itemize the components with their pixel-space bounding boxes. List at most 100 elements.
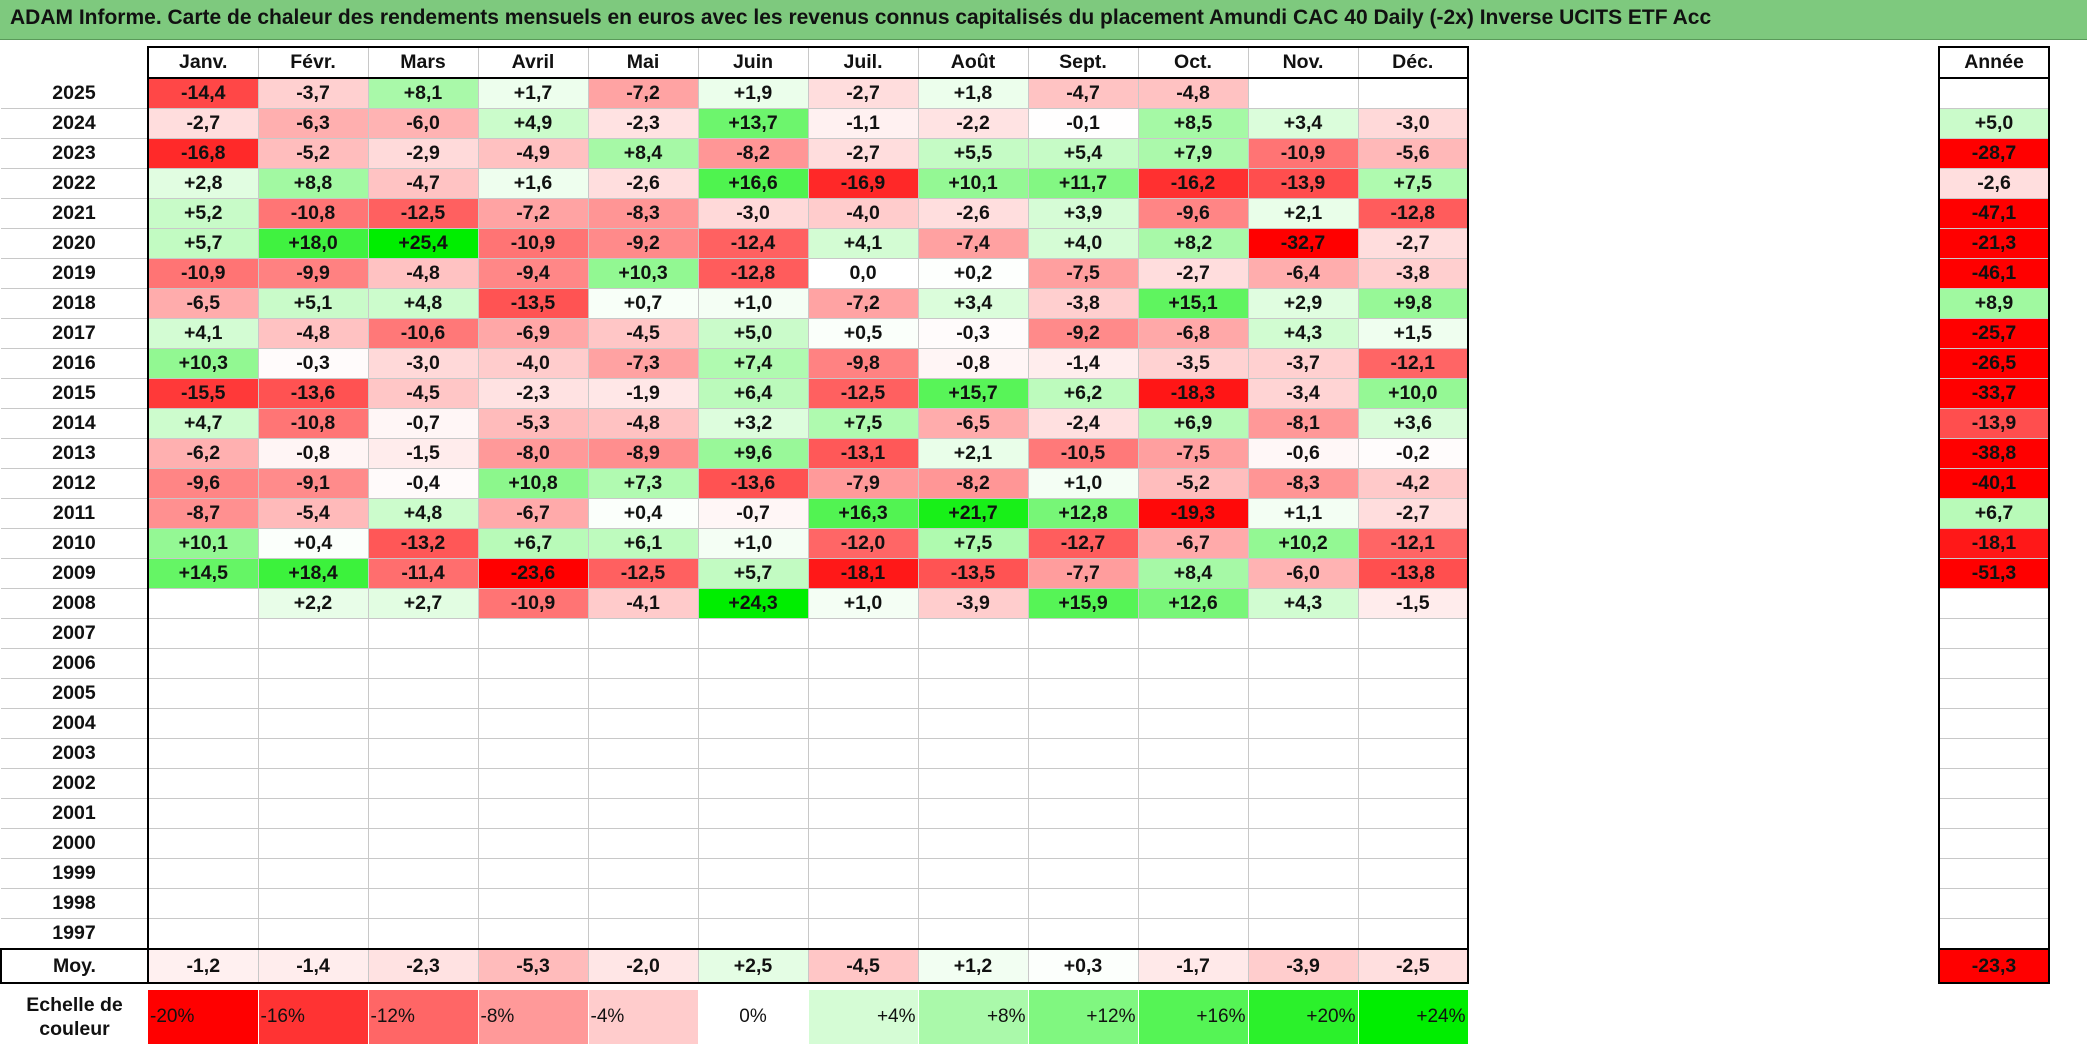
month-header: Janv. xyxy=(147,46,259,79)
year-label: 2021 xyxy=(1,198,149,229)
heatmap-cell: +1,6 xyxy=(478,168,589,199)
heatmap-cell xyxy=(698,828,809,859)
heatmap-cell xyxy=(1138,618,1249,649)
year-label: 2000 xyxy=(1,828,149,859)
heatmap-cell: -6,5 xyxy=(148,288,259,319)
heatmap-cell xyxy=(918,708,1029,739)
heatmap-cell: -6,0 xyxy=(1248,558,1359,589)
heatmap-cell: -1,5 xyxy=(368,438,479,469)
year-row: 2023 -16,8 -5,2 -2,9 -4,9 +8,4 -8,2 -2,7 +5,5 +5,… xyxy=(1,138,1469,169)
color-scale-label: Echelle de couleur xyxy=(26,994,123,1040)
heatmap-cell xyxy=(1248,678,1359,709)
year-row: 1997 xyxy=(1,918,1469,950)
average-cell: -4,5 xyxy=(808,948,919,984)
year-label: 2011 xyxy=(1,498,149,529)
year-label: 2023 xyxy=(1,138,149,169)
heatmap-cell: -12,7 xyxy=(1028,528,1139,559)
heatmap-cell xyxy=(1358,918,1469,950)
heatmap-cell: +7,9 xyxy=(1138,138,1249,169)
heatmap-cell: +6,4 xyxy=(698,378,809,409)
annual-cell xyxy=(1938,768,2050,799)
heatmap-cell: -7,2 xyxy=(588,78,699,109)
heatmap-cell: +15,1 xyxy=(1138,288,1249,319)
heatmap-cell: -18,1 xyxy=(808,558,919,589)
heatmap-cell: +2,1 xyxy=(1248,198,1359,229)
heatmap-cell: +2,1 xyxy=(918,438,1029,469)
heatmap-cell: -4,9 xyxy=(478,138,589,169)
heatmap-cell: +8,4 xyxy=(1138,558,1249,589)
heatmap-cell: -12,1 xyxy=(1358,348,1469,379)
heatmap-cell: -3,0 xyxy=(368,348,479,379)
heatmap-cell: -4,7 xyxy=(368,168,479,199)
heatmap-cell: +5,2 xyxy=(148,198,259,229)
annual-cell: -38,8 xyxy=(1938,438,2050,469)
heatmap-cell xyxy=(1138,648,1249,679)
heatmap-cell: +2,7 xyxy=(368,588,479,619)
year-row: 2002 xyxy=(1,768,1469,799)
average-cell: +0,3 xyxy=(1028,948,1139,984)
year-row: 2015 -15,5 -13,6 -4,5 -2,3 -1,9 +6,4 -12,5 +15,7… xyxy=(1,378,1469,409)
heatmap-cell: -10,8 xyxy=(258,198,369,229)
heatmap-cell xyxy=(258,768,369,799)
heatmap-cell xyxy=(588,918,699,950)
heatmap-cell xyxy=(918,618,1029,649)
heatmap-cell: +4,3 xyxy=(1248,318,1359,349)
heatmap-cell: -5,6 xyxy=(1358,138,1469,169)
heatmap-cell: -12,5 xyxy=(808,378,919,409)
heatmap-cell: +4,8 xyxy=(368,288,479,319)
heatmap-cell: -3,4 xyxy=(1248,378,1359,409)
color-scale-step: -4% xyxy=(588,990,699,1044)
year-row: 2013 -6,2 -0,8 -1,5 -8,0 -8,9 +9,6 -13,1 +2,1 -10… xyxy=(1,438,1469,469)
heatmap-cell xyxy=(698,858,809,889)
annual-cell xyxy=(1938,78,2050,109)
month-header: Avril xyxy=(478,46,589,79)
year-row: 2004 xyxy=(1,708,1469,739)
annual-cell: -2,6 xyxy=(1938,168,2050,199)
annual-cell: -47,1 xyxy=(1938,198,2050,229)
annual-cell: -51,3 xyxy=(1938,558,2050,589)
heatmap-cell: -6,9 xyxy=(478,318,589,349)
heatmap-cell: -3,8 xyxy=(1028,288,1139,319)
month-header: Juil. xyxy=(808,46,919,79)
heatmap-cell: +12,8 xyxy=(1028,498,1139,529)
year-label: 2012 xyxy=(1,468,149,499)
heatmap-cell: +8,1 xyxy=(368,78,479,109)
year-label: 2004 xyxy=(1,708,149,739)
heatmap-cell: -7,5 xyxy=(1028,258,1139,289)
heatmap-cell: -9,9 xyxy=(258,258,369,289)
heatmap-cell: +4,1 xyxy=(148,318,259,349)
month-header: Août xyxy=(918,46,1029,79)
heatmap-cell xyxy=(1138,918,1249,950)
heatmap-cell: +0,5 xyxy=(808,318,919,349)
year-row: 2022 +2,8 +8,8 -4,7 +1,6 -2,6 +16,6 -16,9 +10,1 +… xyxy=(1,168,1469,199)
annual-cell: +5,0 xyxy=(1938,108,2050,139)
heatmap-cell xyxy=(1358,78,1469,109)
year-row: 2012 -9,6 -9,1 -0,4 +10,8 +7,3 -13,6 -7,9 -8,2 +1… xyxy=(1,468,1469,499)
heatmap-cell xyxy=(258,828,369,859)
year-label: 2025 xyxy=(1,78,149,109)
average-cell: +2,5 xyxy=(698,948,809,984)
year-row: 2011 -8,7 -5,4 +4,8 -6,7 +0,4 -0,7 +16,3 +21,7 +1… xyxy=(1,498,1469,529)
heatmap-cell: +0,7 xyxy=(588,288,699,319)
heatmap-cell xyxy=(368,828,479,859)
heatmap-cell xyxy=(1138,858,1249,889)
color-scale-legend: Echelle de couleur -20% -16% -12% -8% -4% 0% +4… xyxy=(1,990,1469,1044)
heatmap-cell: -12,0 xyxy=(808,528,919,559)
heatmap-cell: -4,5 xyxy=(368,378,479,409)
annual-cell: -28,7 xyxy=(1938,138,2050,169)
heatmap-cell: -3,0 xyxy=(698,198,809,229)
heatmap-cell: +3,6 xyxy=(1358,408,1469,439)
year-row: 1999 xyxy=(1,858,1469,889)
heatmap-cell: -2,3 xyxy=(478,378,589,409)
heatmap-cell xyxy=(478,618,589,649)
heatmap-cell: -8,3 xyxy=(1248,468,1359,499)
year-label: 2008 xyxy=(1,588,149,619)
year-row: 2021 +5,2 -10,8 -12,5 -7,2 -8,3 -3,0 -4,0 -2,6 +3… xyxy=(1,198,1469,229)
month-header: Juin xyxy=(698,46,809,79)
heatmap-cell xyxy=(1358,648,1469,679)
year-row: 2010 +10,1 +0,4 -13,2 +6,7 +6,1 +1,0 -12,0 +7,5-… xyxy=(1,528,1469,559)
heatmap-cell: -4,5 xyxy=(588,318,699,349)
heatmap-cell xyxy=(1248,708,1359,739)
heatmap-cell: +18,4 xyxy=(258,558,369,589)
heatmap-cell: +6,2 xyxy=(1028,378,1139,409)
